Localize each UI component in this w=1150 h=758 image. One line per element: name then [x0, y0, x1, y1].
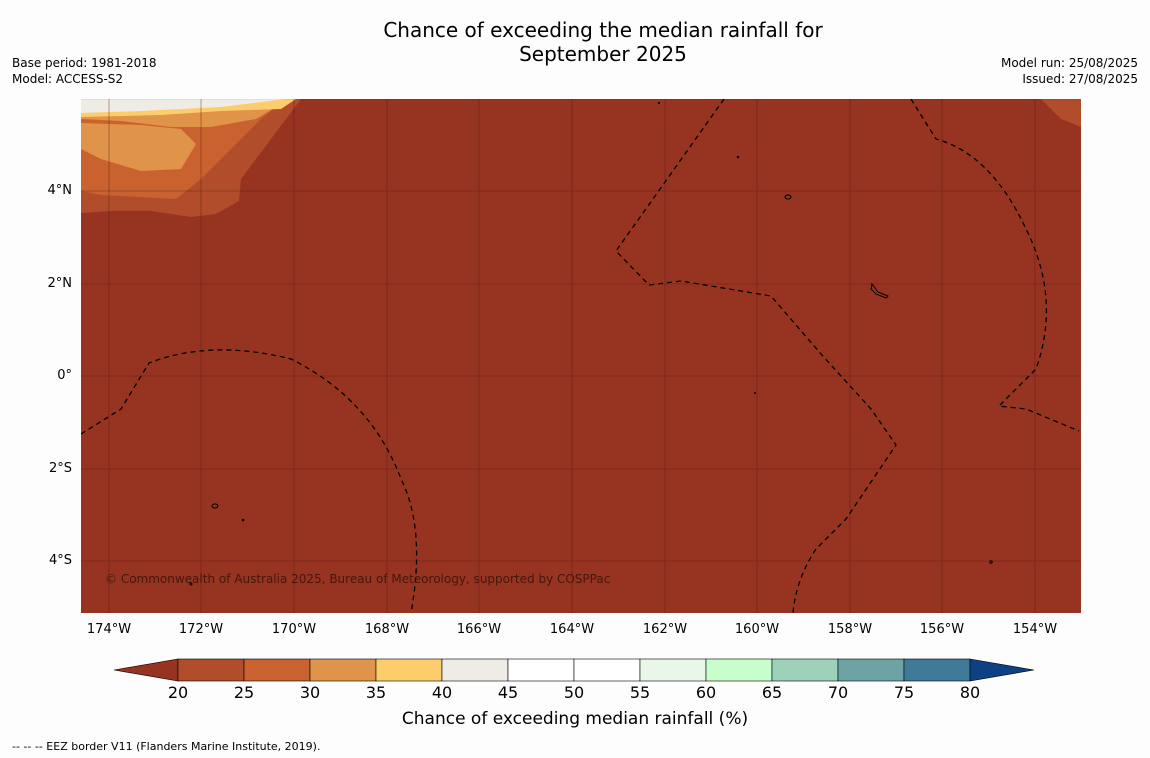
eez-kiribati-line-east: [910, 99, 1080, 432]
lat-label-2n: 2°N: [47, 276, 73, 291]
colorbar-arrow-low: [113, 658, 179, 682]
cb-tick-35: 35: [365, 683, 387, 702]
islands: [189, 101, 993, 586]
colorbar-segment-65: [771, 658, 839, 682]
lat-label-0: 0°: [57, 368, 72, 383]
cb-tick-50: 50: [563, 683, 585, 702]
cb-tick-80: 80: [959, 683, 981, 702]
cb-tick-25: 25: [233, 683, 255, 702]
eez-footnote: -- -- -- EEZ border V11 (Flanders Marine…: [12, 740, 321, 753]
band-30-35: [81, 104, 281, 171]
island-9: [754, 392, 756, 394]
eez-kiribati-phoenix: [81, 349, 418, 613]
rainfall-map: [81, 99, 1081, 613]
lon-label-158w: 158°W: [827, 622, 873, 637]
island-4: [241, 518, 245, 522]
meta-left: Base period: 1981-2018 Model: ACCESS-S2: [12, 55, 157, 87]
base-period: Base period: 1981-2018: [12, 56, 157, 70]
colorbar-segment-30: [309, 658, 377, 682]
colorbar-arrow-high: [969, 658, 1035, 682]
colorbar: [113, 658, 1035, 682]
colorbar-segment-60: [705, 658, 773, 682]
colorbar-segment-70: [837, 658, 905, 682]
model-name: Model: ACCESS-S2: [12, 72, 124, 86]
lat-label-2s: 2°S: [48, 461, 72, 476]
eez-borders: [81, 99, 1080, 613]
cb-tick-20: 20: [167, 683, 189, 702]
lon-label-172w: 172°W: [178, 622, 224, 637]
colorbar-label: Chance of exceeding median rainfall (%): [401, 709, 749, 729]
island-7: [736, 155, 740, 159]
cb-tick-65: 65: [761, 683, 783, 702]
title-line-2: September 2025: [519, 42, 687, 66]
lon-label-168w: 168°W: [364, 622, 410, 637]
model-run: Model run: 25/08/2025: [1000, 56, 1138, 70]
gridlines: [81, 99, 1081, 613]
map-credit: © Commonwealth of Australia 2025, Bureau…: [105, 572, 611, 586]
cb-tick-60: 60: [695, 683, 717, 702]
cb-tick-70: 70: [827, 683, 849, 702]
island-1: [784, 194, 792, 200]
colorbar-segment-75: [903, 658, 971, 682]
issued-date: Issued: 27/08/2025: [1022, 72, 1138, 86]
cb-tick-40: 40: [431, 683, 453, 702]
island-3: [211, 503, 219, 509]
meta-right: Model run: 25/08/2025 Issued: 27/08/2025: [1001, 55, 1138, 87]
colorbar-segment-50: [573, 658, 641, 682]
lon-label-174w: 174°W: [86, 622, 132, 637]
lon-label-154w: 154°W: [1012, 622, 1058, 637]
lat-label-4s: 4°S: [48, 553, 72, 568]
map-background: [81, 99, 1081, 613]
cb-tick-55: 55: [629, 683, 651, 702]
island-5: [189, 582, 193, 586]
island-2: [870, 282, 889, 299]
colorbar-segment-35: [375, 658, 443, 682]
colorbar-segment-20: [177, 658, 245, 682]
lon-label-160w: 160°W: [734, 622, 780, 637]
cb-tick-30: 30: [299, 683, 321, 702]
colorbar-segment-25: [243, 658, 311, 682]
colorbar-segment-40: [441, 658, 509, 682]
lon-label-170w: 170°W: [271, 622, 317, 637]
chart-title: Chance of exceeding the median rainfall …: [0, 18, 1150, 66]
lon-label-164w: 164°W: [549, 622, 595, 637]
band-top-right: [1041, 99, 1081, 127]
lon-label-162w: 162°W: [642, 622, 688, 637]
lat-label-4n: 4°N: [47, 183, 73, 198]
island-6: [989, 560, 993, 564]
band-40-45: [81, 99, 286, 113]
island-8: [657, 101, 661, 105]
cb-tick-75: 75: [893, 683, 915, 702]
colorbar-segment-55: [639, 658, 707, 682]
colorbar-segment-45: [507, 658, 575, 682]
title-line-1: Chance of exceeding the median rainfall …: [383, 18, 823, 42]
cb-tick-45: 45: [497, 683, 519, 702]
lon-label-156w: 156°W: [919, 622, 965, 637]
lon-label-166w: 166°W: [456, 622, 502, 637]
